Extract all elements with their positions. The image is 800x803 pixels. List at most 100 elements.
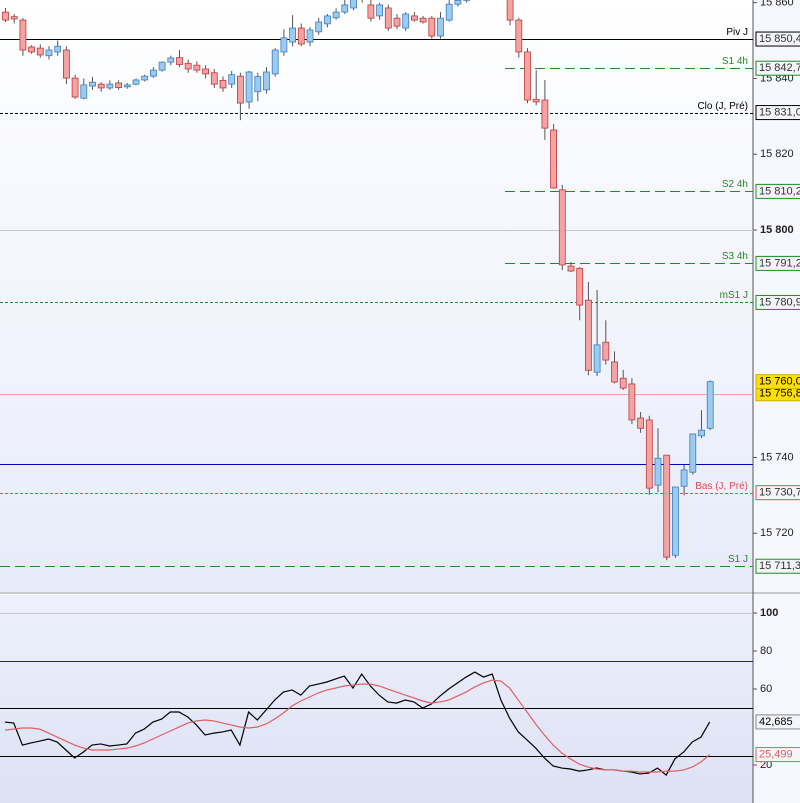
level-value-box xyxy=(755,485,800,501)
candle-body xyxy=(228,74,236,85)
candle-body xyxy=(611,361,618,383)
candle-body xyxy=(654,457,662,486)
candle-body xyxy=(10,16,18,20)
candle-body xyxy=(515,19,523,53)
candle-body xyxy=(672,486,679,556)
indicator-panel xyxy=(0,595,753,803)
candle-body xyxy=(71,77,79,98)
candle-body xyxy=(141,75,149,81)
level-label: mS1 J xyxy=(720,290,748,301)
y-tick-label: 80 xyxy=(760,645,772,657)
candle-body xyxy=(176,57,183,65)
level-label: Clo (J, Pré) xyxy=(697,101,748,112)
candle-body xyxy=(524,51,531,101)
candle-body xyxy=(410,15,418,21)
candle-body xyxy=(36,47,44,56)
plot-area xyxy=(0,0,753,567)
candle-body xyxy=(106,83,114,89)
candle-body xyxy=(428,17,436,37)
candle-body xyxy=(393,17,401,27)
candle-body xyxy=(558,189,566,266)
level-value-label: 15 842,7 xyxy=(759,62,800,74)
candle-body xyxy=(350,0,357,9)
candle-body xyxy=(80,84,88,99)
level-label: S3 4h xyxy=(722,251,748,262)
y-tick-label: 15 860 xyxy=(760,0,794,9)
candle-body xyxy=(628,383,636,421)
indicator-line xyxy=(4,679,711,773)
candle-body xyxy=(280,37,288,53)
candle-body xyxy=(149,69,157,77)
y-tick-label: 15 800 xyxy=(760,224,794,236)
level-value-box xyxy=(755,183,800,199)
candle-body xyxy=(454,0,462,5)
candle-body xyxy=(28,46,36,53)
y-tick-label: 15 720 xyxy=(760,527,794,539)
candle-body xyxy=(54,45,62,53)
candle-body xyxy=(89,81,96,87)
candle-body xyxy=(323,15,331,25)
level-value-label: 15 810,2 xyxy=(759,185,800,197)
candle-body xyxy=(663,454,671,558)
candle-body xyxy=(193,64,201,71)
level-value-box xyxy=(755,558,800,574)
level-value-box xyxy=(755,105,800,121)
level-value-box xyxy=(755,294,800,310)
axis-panel xyxy=(753,0,800,803)
candle-body xyxy=(550,129,557,189)
candle-body xyxy=(341,4,349,13)
level-label: S1 J xyxy=(728,554,748,565)
candle-body xyxy=(437,17,444,37)
candle-body xyxy=(698,429,705,437)
level-value-label: 15 791,2 xyxy=(759,257,800,269)
candle-body xyxy=(63,49,70,79)
candle-body xyxy=(315,21,323,33)
level-label: Piv J xyxy=(726,27,748,38)
y-tick-label: 15 740 xyxy=(760,451,794,463)
candle-body xyxy=(123,84,131,88)
y-tick-label: 60 xyxy=(760,683,772,695)
candle-body xyxy=(645,419,653,489)
last-value-box xyxy=(755,714,800,730)
candle-body xyxy=(2,11,9,21)
last-value-label: 25,499 xyxy=(759,748,793,760)
level-value-label: 15 756,8 xyxy=(759,388,800,400)
candle-body xyxy=(384,7,392,29)
price-panel xyxy=(0,0,753,592)
level-value-box xyxy=(755,60,800,76)
level-label: Bas (J, Pré) xyxy=(695,481,748,492)
level-value-box xyxy=(755,255,800,271)
last-value-box xyxy=(755,747,800,763)
y-tick-label: 100 xyxy=(760,607,778,619)
candle-body xyxy=(289,27,297,43)
plot-area xyxy=(0,613,753,776)
candle-body xyxy=(706,381,714,429)
marks: Piv J S1 4h Clo (J, Pré) S2 4h S3 4h mS1 J Bas… xyxy=(0,0,800,776)
level-value-label: 15 730,7 xyxy=(759,487,800,499)
candle-body xyxy=(332,11,340,19)
last-value-label: 42,685 xyxy=(759,716,793,728)
level-value-label: 15 711,3 xyxy=(759,560,800,572)
candle-body xyxy=(271,49,279,75)
candle-body xyxy=(263,71,270,91)
level-value-box xyxy=(755,31,800,47)
candle-body xyxy=(376,4,384,17)
candle-body xyxy=(585,299,592,371)
candle-body xyxy=(576,267,584,306)
candle-body xyxy=(541,99,549,129)
candle-body xyxy=(619,377,627,389)
candle-body xyxy=(445,3,453,21)
candle-body xyxy=(236,75,244,104)
level-value-label: 15 850,4 xyxy=(759,33,800,45)
candle-body xyxy=(567,265,575,272)
candle-body xyxy=(158,61,166,71)
y-tick-label: 15 820 xyxy=(760,148,794,160)
candle-body xyxy=(219,79,227,89)
candle-body xyxy=(506,0,514,21)
candle-body xyxy=(637,417,644,429)
candle-body xyxy=(210,72,218,85)
candle-body xyxy=(202,68,210,75)
candle-body xyxy=(254,76,262,93)
